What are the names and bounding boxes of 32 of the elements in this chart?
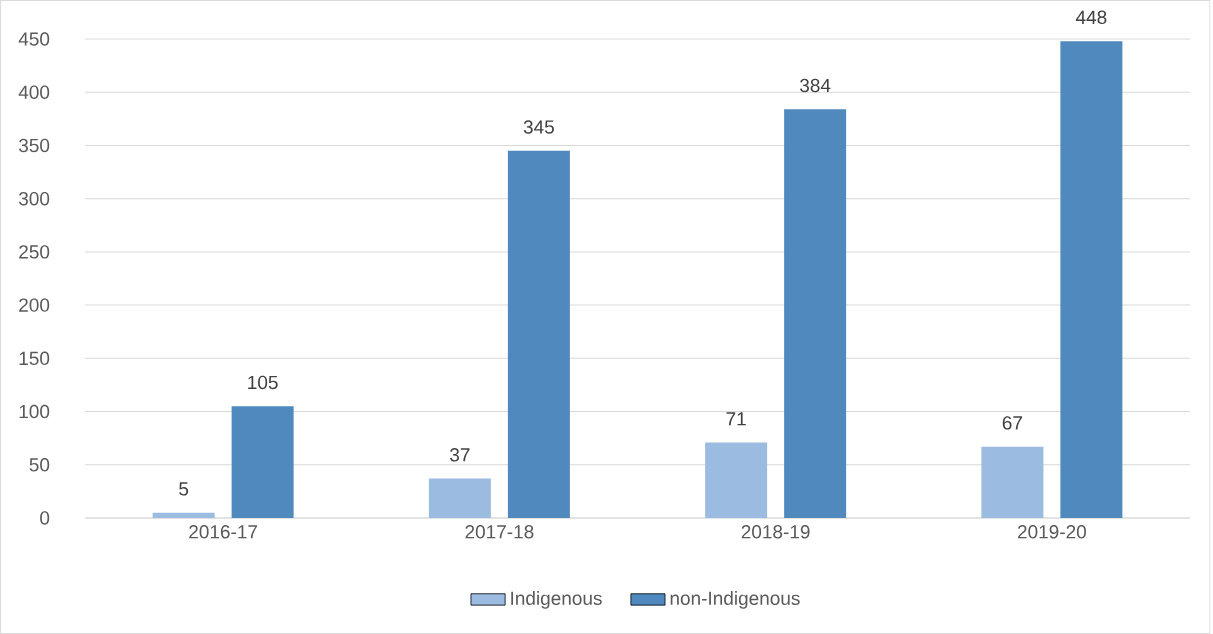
x-tick-label: 2016-17	[189, 525, 258, 539]
bar	[507, 150, 570, 518]
data-label: 345	[523, 120, 554, 134]
data-label: 67	[1002, 416, 1023, 430]
y-tick-label: 200	[19, 298, 50, 312]
x-tick-label: 2019-20	[1017, 525, 1086, 539]
y-tick-label: 300	[18, 191, 50, 206]
data-label: 384	[800, 78, 831, 93]
y-tick-label: 150	[19, 351, 50, 366]
y-tick-label: 100	[19, 404, 50, 419]
y-tick-label: 400	[18, 85, 50, 99]
y-tick-label: 0	[40, 511, 50, 525]
data-label: 5	[179, 482, 189, 496]
legend-label: Indigenous	[511, 591, 602, 609]
data-label: 37	[450, 448, 470, 462]
y-tick-label: 450	[18, 32, 50, 46]
y-tick-label: 250	[19, 245, 50, 259]
bar	[981, 446, 1044, 518]
data-label: 448	[1075, 10, 1107, 25]
legend-label: non-Indigenous	[670, 591, 800, 609]
x-tick-label: 2017-18	[465, 525, 534, 539]
bar	[152, 512, 215, 518]
y-tick-label: 50	[29, 458, 50, 472]
bar	[428, 478, 491, 518]
bar	[784, 109, 847, 518]
data-label: 71	[726, 412, 746, 426]
data-label: 105	[248, 375, 278, 390]
y-tick-label: 350	[18, 138, 50, 153]
bar	[231, 406, 294, 518]
bar	[1060, 41, 1123, 518]
bar	[705, 442, 768, 518]
x-tick-label: 2018-19	[741, 525, 810, 539]
